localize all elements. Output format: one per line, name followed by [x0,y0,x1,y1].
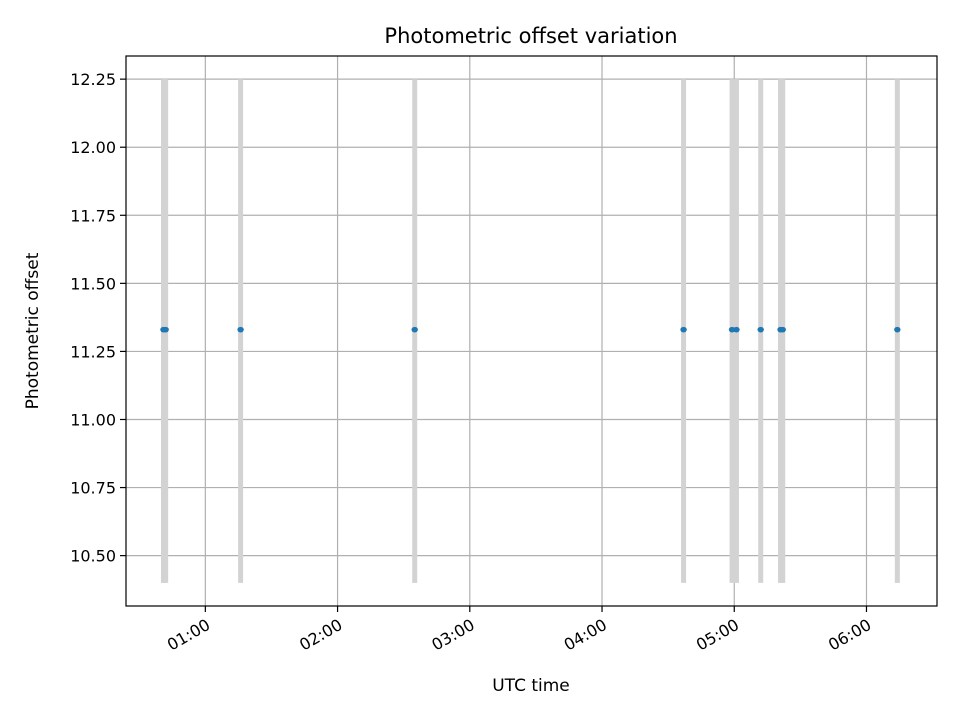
data-point [237,326,244,333]
data-point [779,326,786,333]
grid-lines [126,56,937,606]
y-tick-label: 12.25 [70,70,116,89]
data-point [411,326,418,333]
data-point [757,326,764,333]
y-tick-label: 11.25 [70,342,116,361]
data-points [160,326,901,333]
plot-area-background [126,56,937,606]
data-point [733,326,740,333]
data-point [162,326,169,333]
y-tick-label: 11.75 [70,206,116,225]
y-axis-label: Photometric offset [23,252,43,409]
y-tick-label: 11.00 [70,410,116,429]
y-axis-ticks: 10.50 10.75 11.00 11.25 11.50 11.75 12.00 12.25 [70,70,126,566]
y-tick-label: 11.50 [70,274,116,293]
data-point [894,326,901,333]
y-tick-label: 10.75 [70,479,116,498]
data-point [728,326,736,333]
chart-title: Photometric offset variation [384,24,677,48]
y-tick-label: 10.50 [70,547,116,566]
x-axis-label: UTC time [492,676,570,696]
data-point [680,326,687,333]
y-tick-label: 12.00 [70,138,116,157]
plot-frame [125,55,938,607]
